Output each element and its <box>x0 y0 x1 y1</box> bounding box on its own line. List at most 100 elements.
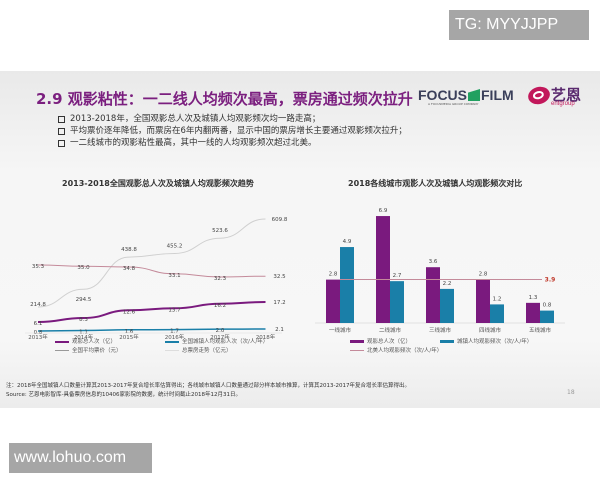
data-label: 3.6 <box>429 259 438 265</box>
checkbox-bullet-icon <box>58 116 65 123</box>
legend-label: 北美人均观影频次（次/人/年） <box>367 348 443 354</box>
x-tick-label: 2018年 <box>256 333 276 339</box>
flag-icon <box>468 89 480 101</box>
data-label: 2.0 <box>216 328 225 334</box>
data-label: 16.2 <box>214 303 226 309</box>
presentation-slide: 2.9 观影粘性：一二线人均频次最高，票房通过频次拉升 FOCUS FILM A … <box>0 71 600 408</box>
bullet-text: 平均票价逐年降低，而票房在6年内翻两番，显示中国的票房增长主要通过观影频次拉升； <box>70 126 407 136</box>
data-label: 12.6 <box>123 309 136 315</box>
data-label: 34.8 <box>123 266 136 272</box>
x-tick-label: 四线城市 <box>479 326 502 334</box>
legend-label: 城镇人均观影频次（次/人/年） <box>457 339 533 345</box>
line-chart-legend: 观影总人次（亿） 全国城镇人均观影人次（次/人/年） 全国平均票价（元） 总票房… <box>55 337 295 357</box>
legend-label: 全国城镇人均观影人次（次/人/年） <box>182 339 269 345</box>
legend-swatch <box>55 340 69 343</box>
legend-item: 全国城镇人均观影人次（次/人/年） <box>165 337 268 345</box>
legend-item: 观影总人次（亿） <box>55 337 116 345</box>
bar <box>526 302 540 323</box>
legend-swatch <box>440 340 454 343</box>
bar <box>340 247 354 323</box>
series-line <box>37 301 266 323</box>
data-label: 1.3 <box>529 295 538 301</box>
checkbox-bullet-icon <box>58 128 65 135</box>
bullet-list: 2013-2018年，全国观影总人次及城镇人均观影频次均一路走高； 平均票价逐年… <box>58 113 407 149</box>
focus-text: FOCUS <box>418 87 467 103</box>
data-label: 6.1 <box>34 321 43 327</box>
bar <box>440 288 454 323</box>
x-tick-label: 二线城市 <box>379 326 402 334</box>
data-label: 523.6 <box>212 228 228 234</box>
x-tick-label: 2013年 <box>28 333 48 339</box>
data-label: 455.2 <box>167 243 183 249</box>
legend-label: 总票房走势（亿元） <box>182 348 232 354</box>
legend-item: 北美人均观影频次（次/人/年） <box>350 346 442 354</box>
bar <box>376 216 390 323</box>
data-label: 6.9 <box>379 208 388 214</box>
data-label: 2.8 <box>479 272 488 278</box>
data-label: 0.8 <box>543 303 552 309</box>
x-tick-label: 一线城市 <box>329 326 352 334</box>
data-label: 13.7 <box>168 307 181 313</box>
bar <box>476 279 490 323</box>
line-chart-title: 2013-2018全国观影总人次及城镇人均观影频次趋势 <box>62 179 254 188</box>
data-label: 35.0 <box>77 265 90 271</box>
logo-area: FOCUS FILM A FOCUSMEDIA GROUP COMPANY 艺恩 … <box>418 84 588 113</box>
data-label: 33.1 <box>168 273 180 279</box>
bullet-text: 2013-2018年，全国观影总人次及城镇人均观影频次均一路走高； <box>70 114 321 124</box>
entgroup-cn-name: 艺恩 <box>551 86 582 104</box>
data-label: 1.7 <box>170 329 179 335</box>
x-tick-label: 2017年 <box>210 333 230 339</box>
legend-swatch <box>165 340 179 343</box>
bullet-text: 一二线城市的观影粘性最高，其中一线的人均观影频次超过北美。 <box>70 138 317 148</box>
data-label: 214.8 <box>30 302 46 308</box>
bullet-item: 2013-2018年，全国观影总人次及城镇人均观影频次均一路走高； <box>58 113 407 125</box>
data-label: 2.1 <box>275 327 284 333</box>
series-line <box>37 328 266 332</box>
legend-item: 城镇人均观影频次（次/人/年） <box>440 337 532 345</box>
x-tick-label: 五线城市 <box>529 326 552 334</box>
data-label: 1.1 <box>79 330 88 336</box>
legend-label: 全国平均票价（元） <box>72 348 122 354</box>
legend-label: 观影总人次（亿） <box>72 339 117 345</box>
checkbox-bullet-icon <box>58 140 65 147</box>
bar <box>540 310 554 323</box>
bar-chart: 2.8 4.9 一线城市 6.9 2.7 二线城市 3.6 2.2 三线城市 2.8 1.2 四线城市… <box>315 208 565 334</box>
data-label: 8.3 <box>79 317 88 323</box>
x-tick-label: 2016年 <box>165 333 185 339</box>
bar <box>426 267 440 323</box>
legend-swatch <box>165 350 179 351</box>
legend-swatch <box>350 340 364 343</box>
data-label: 32.3 <box>214 276 227 282</box>
data-label: 2.2 <box>443 281 452 287</box>
reference-label: 3.9 <box>545 277 556 284</box>
entgroup-en-name: entgroup <box>551 101 575 107</box>
watermark-tg: TG: MYYJJPP <box>449 10 589 40</box>
page-number: 18 <box>567 389 575 396</box>
slide-title: 2.9 观影粘性：一二线人均频次最高，票房通过频次拉升 <box>36 90 413 108</box>
source-text: Source: 艺恩电影智库-具备票房信息的10406家影院的数据，统计时间截止… <box>6 392 241 398</box>
data-label: 1.6 <box>125 329 134 335</box>
data-label: 2.7 <box>393 273 402 279</box>
watermark-site: www.lohuo.com <box>9 443 152 473</box>
focus-film-logo: FOCUS FILM <box>418 87 514 103</box>
bar <box>326 279 340 323</box>
note-text: 注：2018年全国城镇人口数量计算其2013-2017年复合增长率估算得出；各线… <box>6 383 410 389</box>
film-text: FILM <box>481 87 514 103</box>
data-label: 438.8 <box>121 247 137 253</box>
bar <box>390 281 404 323</box>
x-tick-label: 2015年 <box>119 333 139 339</box>
data-label: 35.3 <box>32 264 45 270</box>
bullet-item: 平均票价逐年降低，而票房在6年内翻两番，显示中国的票房增长主要通过观影频次拉升； <box>58 125 407 137</box>
data-label: 609.8 <box>272 217 288 223</box>
data-label: 2.8 <box>329 272 338 278</box>
bar-chart-legend: 观影总人次（亿） 城镇人均观影频次（次/人/年） 北美人均观影频次（次/人/年） <box>350 337 580 357</box>
bar-chart-title: 2018各线城市观影人次及城镇人均观影频次对比 <box>348 179 523 188</box>
x-tick-label: 2014年 <box>74 333 94 339</box>
legend-item: 总票房走势（亿元） <box>165 346 232 354</box>
legend-swatch <box>350 350 364 351</box>
legend-swatch <box>55 350 69 351</box>
data-label: 32.5 <box>273 274 286 280</box>
series-line <box>37 264 266 278</box>
footnote: 注：2018年全国城镇人口数量计算其2013-2017年复合增长率估算得出；各线… <box>6 382 410 400</box>
line-chart: 214.8 294.5 438.8 455.2 523.6 609.8 35.3 35.0 34… <box>25 217 288 339</box>
